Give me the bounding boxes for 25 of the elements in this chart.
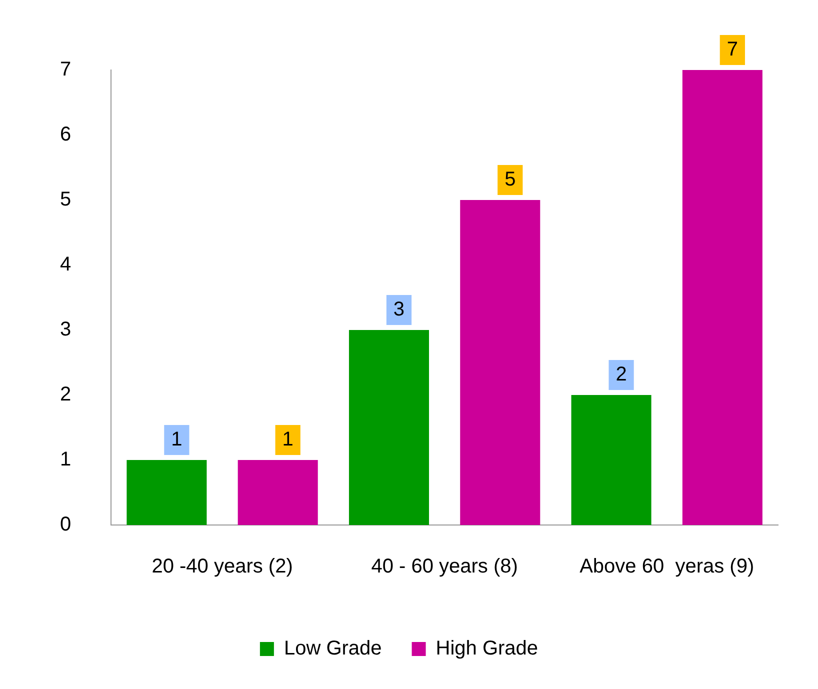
y-tick-label: 4 bbox=[60, 254, 72, 276]
data-label: 7 bbox=[726, 38, 738, 61]
legend-label: High Grade bbox=[436, 638, 538, 660]
y-tick-label: 0 bbox=[60, 514, 72, 536]
x-tick-label: 40 - 60 years (8) bbox=[371, 556, 518, 578]
x-tick-label: Above 60 yeras (9) bbox=[580, 556, 754, 578]
bar bbox=[571, 395, 652, 525]
bar bbox=[348, 330, 429, 525]
data-label: 2 bbox=[616, 364, 627, 386]
bar bbox=[126, 460, 207, 525]
data-label: 5 bbox=[504, 168, 516, 191]
y-tick-label: 7 bbox=[60, 58, 72, 81]
bar bbox=[238, 460, 318, 525]
data-label: 3 bbox=[393, 298, 405, 321]
data-label: 1 bbox=[171, 428, 182, 451]
y-tick-label: 1 bbox=[60, 448, 72, 471]
y-tick-label: 5 bbox=[60, 188, 72, 211]
bar bbox=[682, 70, 762, 525]
x-tick-label: 20 -40 years (2) bbox=[152, 556, 293, 578]
data-label: 1 bbox=[282, 428, 294, 451]
bar bbox=[460, 200, 540, 525]
y-tick-label: 3 bbox=[60, 318, 72, 341]
y-tick-label: 2 bbox=[60, 384, 72, 406]
y-tick-label: 6 bbox=[60, 124, 72, 146]
legend-label: Low Grade bbox=[284, 638, 382, 660]
